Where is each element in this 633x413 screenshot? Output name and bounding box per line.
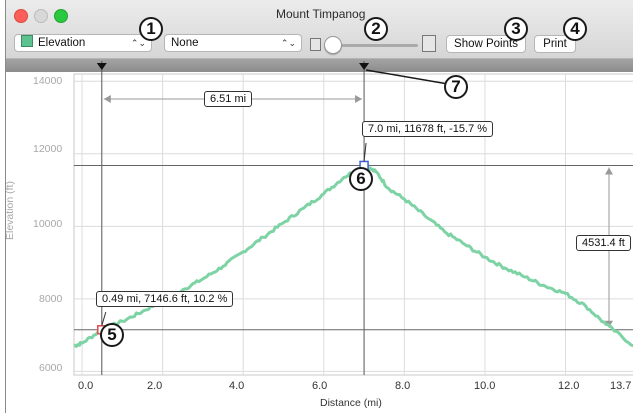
x-tick-label: 12.0 — [558, 380, 580, 392]
callout-2: 2 — [364, 17, 388, 41]
app-window: Mount Timpanog Elevation ⌃⌄ None ⌃⌄ Show… — [5, 0, 633, 413]
y-tick-label: 10000 — [33, 218, 63, 230]
distance-measure-label: 6.51 mi — [204, 91, 253, 107]
zoom-out-icon[interactable] — [310, 38, 321, 51]
y-tick-label: 12000 — [33, 143, 63, 155]
series-select[interactable]: Elevation ⌃⌄ — [14, 34, 152, 52]
zoom-window-button[interactable] — [54, 9, 68, 23]
zoom-slider-knob[interactable] — [324, 36, 342, 54]
x-tick-label: 0.0 — [78, 380, 94, 392]
arrowhead-right-icon — [355, 95, 363, 103]
compare-select[interactable]: None ⌃⌄ — [164, 34, 302, 52]
callout-7: 7 — [444, 75, 468, 99]
start-point-label: 0.49 mi, 7146.6 ft, 10.2 % — [96, 291, 234, 307]
minimize-window-button[interactable] — [34, 9, 48, 23]
show-points-button[interactable]: Show Points — [446, 35, 526, 53]
callout-1: 1 — [139, 17, 163, 41]
callout-3: 3 — [504, 17, 528, 41]
window-title: Mount Timpanog — [276, 7, 366, 21]
chevron-updown-icon: ⌃⌄ — [280, 38, 296, 48]
selection-end-handle — [359, 63, 370, 70]
elevation-chart[interactable] — [6, 0, 633, 413]
callout-6: 6 — [349, 167, 373, 191]
peak-label-leader — [363, 142, 367, 162]
x-tick-label: 2.0 — [147, 380, 163, 392]
x-tick-label: 6.0 — [312, 380, 328, 392]
callout-4: 4 — [563, 17, 587, 41]
x-axis-label: Distance (mi) — [320, 397, 382, 409]
selection-ruler[interactable] — [6, 59, 633, 72]
plot-area — [73, 73, 633, 376]
callout-7-pointer — [365, 69, 449, 85]
zoom-slider-track[interactable] — [336, 44, 418, 47]
x-tick-label: 8.0 — [395, 380, 411, 392]
start-label-leader — [101, 311, 107, 326]
y-axis-label: Elevation (ft) — [5, 181, 16, 240]
zoom-in-icon[interactable] — [422, 35, 436, 52]
peak-point-label: 7.0 mi, 11678 ft, -15.7 % — [362, 121, 494, 137]
y-tick-label: 6000 — [39, 362, 63, 374]
selection-start-handle — [96, 63, 107, 70]
compare-select-value: None — [171, 37, 199, 49]
close-window-button[interactable] — [14, 9, 28, 23]
toolbar: Mount Timpanog Elevation ⌃⌄ None ⌃⌄ Show… — [6, 0, 633, 59]
arrowhead-up-icon — [605, 167, 613, 175]
y-tick-label: 14000 — [33, 75, 63, 87]
series-select-value: Elevation — [38, 37, 86, 49]
x-tick-label: 10.0 — [474, 380, 496, 392]
callout-5: 5 — [100, 323, 124, 347]
x-tick-label: 13.7 — [610, 380, 632, 392]
print-button[interactable]: Print — [534, 35, 576, 53]
chevron-updown-icon: ⌃⌄ — [130, 38, 146, 48]
x-tick-label: 4.0 — [229, 380, 245, 392]
y-tick-label: 8000 — [39, 293, 63, 305]
arrowhead-left-icon — [103, 95, 111, 103]
elevation-diff-label: 4531.4 ft — [576, 235, 631, 251]
elevation-color-swatch — [21, 35, 33, 47]
